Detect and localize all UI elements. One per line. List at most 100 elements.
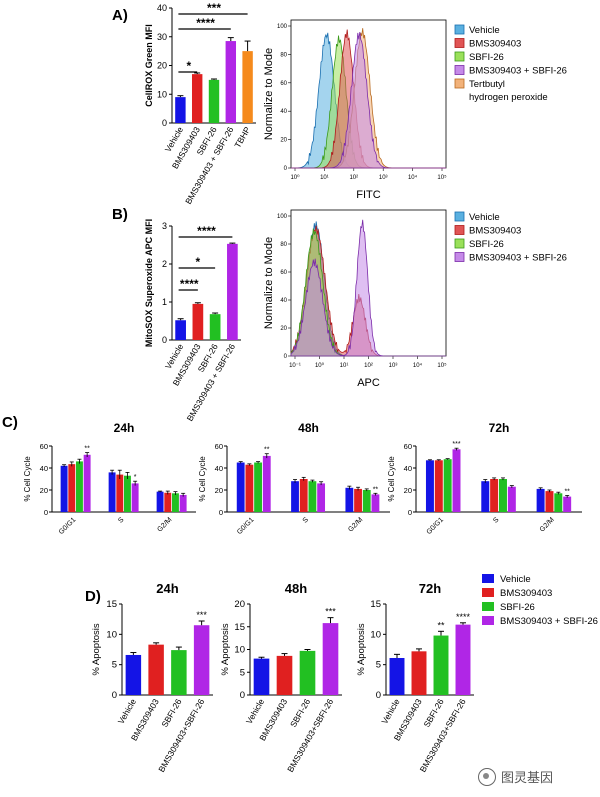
y-tick-label: 0 [44, 508, 48, 517]
x-tick-label: 10² [349, 175, 358, 181]
bar-bms309403-sbfi-26 [193, 625, 210, 695]
legend-label: BMS309403 [469, 226, 521, 237]
y-tick-label: 0 [284, 166, 288, 172]
category-label: G2/M [539, 516, 556, 533]
bar-g0-g1-0 [60, 465, 68, 512]
x-tick-label: 10³ [379, 175, 388, 181]
bar-bms309403-sbfi-26 [322, 623, 339, 695]
bar-s-0 [108, 472, 116, 512]
category-label: BMS309403+SBFI-26 [156, 697, 206, 774]
legend-label: SBFI-26 [469, 239, 504, 250]
y-axis-label: Normalize to Mode [263, 237, 275, 329]
y-axis-label: % Apoptosis [91, 623, 102, 676]
legend-swatch [482, 588, 494, 597]
histogram-curve-3 [290, 219, 446, 357]
y-axis-label: % Cell Cycle [387, 456, 396, 502]
bar-s-0 [291, 481, 299, 512]
bar-g2-m-3 [371, 494, 380, 512]
x-tick-label: 10³ [389, 363, 398, 369]
bar-g0-g1-2 [76, 461, 83, 512]
bar-vehicle [175, 97, 186, 123]
legend-swatch [454, 225, 465, 235]
category-label: Vehicle [244, 697, 267, 726]
y-tick-label: 1 [162, 297, 167, 307]
y-tick-label: 0 [408, 508, 412, 517]
category-label: BMS309403+SBFI-26 [285, 697, 335, 774]
significance-label: **** [197, 224, 216, 238]
y-tick-label: 60 [280, 270, 287, 276]
bar-sbfi-26 [433, 635, 449, 695]
bar-sbfi-26 [209, 314, 221, 340]
y-tick-label: 20 [40, 486, 48, 495]
y-axis-label: % Cell Cycle [23, 456, 32, 502]
bar-bms309403 [192, 303, 204, 340]
chart-A-bar: 010203040VehicleBMS309403SBFI-26BMS30940… [144, 1, 256, 206]
y-tick-label: 40 [215, 464, 223, 473]
y-tick-label: 40 [40, 464, 48, 473]
chart-title: 48h [285, 581, 307, 596]
y-tick-label: 5 [376, 660, 381, 671]
x-tick-label: 10⁵ [437, 362, 447, 369]
chart-A-hist: 10⁰ 10¹ 10² 10³ 10⁴ 10⁵ 0 20 40 60 80 100 FITC Normal… [263, 19, 567, 201]
chart-C-48h: 0 20 40 60 ** G0/G1 S ** G2/M % Cell Cycle 48h [198, 421, 390, 536]
bar-g0-g1-1 [434, 460, 443, 512]
legend-swatch [454, 238, 465, 249]
chart-title: 48h [298, 421, 319, 435]
bar-g0-g1-2 [443, 459, 452, 512]
bar-g2-m-0 [156, 491, 164, 512]
legend-swatch [454, 51, 465, 62]
x-tick-label: 10¹ [320, 175, 329, 181]
significance-star: ** [264, 447, 270, 454]
bar-bms309403-sbfi-26 [455, 624, 471, 695]
bar-vehicle [125, 654, 142, 695]
y-tick-label: 40 [280, 109, 287, 115]
chart-title: 72h [419, 581, 441, 596]
legend-label: BMS309403 [500, 588, 552, 599]
y-tick-label: 0 [284, 354, 288, 360]
bar-g2-m-3 [563, 496, 572, 512]
panel-label-a: A) [112, 7, 128, 24]
x-axis-label: APC [357, 377, 380, 389]
legend-swatch [482, 574, 494, 583]
y-tick-label: 100 [277, 214, 288, 220]
y-axis-label: % Apoptosis [220, 623, 231, 676]
legend-swatch [482, 616, 494, 625]
legend-label: BMS309403 [469, 39, 521, 50]
y-tick-label: 40 [280, 298, 287, 304]
y-tick-label: 20 [280, 326, 287, 332]
category-label: SBFI-26 [421, 697, 445, 729]
bar-g2-m-2 [362, 490, 371, 512]
y-axis-label: % Apoptosis [356, 623, 367, 676]
y-tick-label: 10 [234, 645, 245, 656]
bar-s-0 [481, 481, 490, 512]
y-axis-label: CellROX Green MFI [144, 24, 154, 107]
y-tick-label: 5 [240, 667, 245, 678]
significance-label: **** [180, 277, 199, 291]
bar-s-1 [299, 479, 308, 512]
x-tick-label: 10⁴ [408, 174, 418, 181]
bar-g0-g1-1 [68, 464, 76, 512]
bar-sbfi-26 [208, 79, 220, 123]
y-tick-label: 0 [376, 690, 381, 701]
y-tick-label: 10 [106, 629, 117, 640]
bar-bms309403 [411, 651, 427, 695]
bar-bms309403 [148, 644, 164, 695]
y-tick-label: 5 [112, 660, 117, 671]
legend-apoptosis: Vehicle BMS309403 SBFI-26 BMS309403 + SBFI-… [482, 574, 598, 627]
legend-label: Vehicle [500, 574, 531, 585]
legend-label-cont: hydrogen peroxide [469, 92, 548, 103]
bar-s-2 [499, 479, 507, 512]
y-tick-label: 20 [215, 486, 223, 495]
bar-g0-g1-3 [83, 454, 91, 512]
x-tick-label: 10⁰ [290, 174, 300, 181]
legend-swatch [454, 38, 465, 48]
category-label: SBFI-26 [159, 697, 183, 729]
chart-title: 24h [156, 581, 178, 596]
bar-g2-m-2 [554, 493, 563, 512]
bar-s-3 [131, 483, 139, 512]
x-tick-label: 10⁻¹ [289, 363, 301, 369]
bar-vehicle [253, 658, 270, 695]
y-axis-label: Normalize to Mode [263, 48, 275, 140]
significance-star: *** [452, 441, 460, 448]
